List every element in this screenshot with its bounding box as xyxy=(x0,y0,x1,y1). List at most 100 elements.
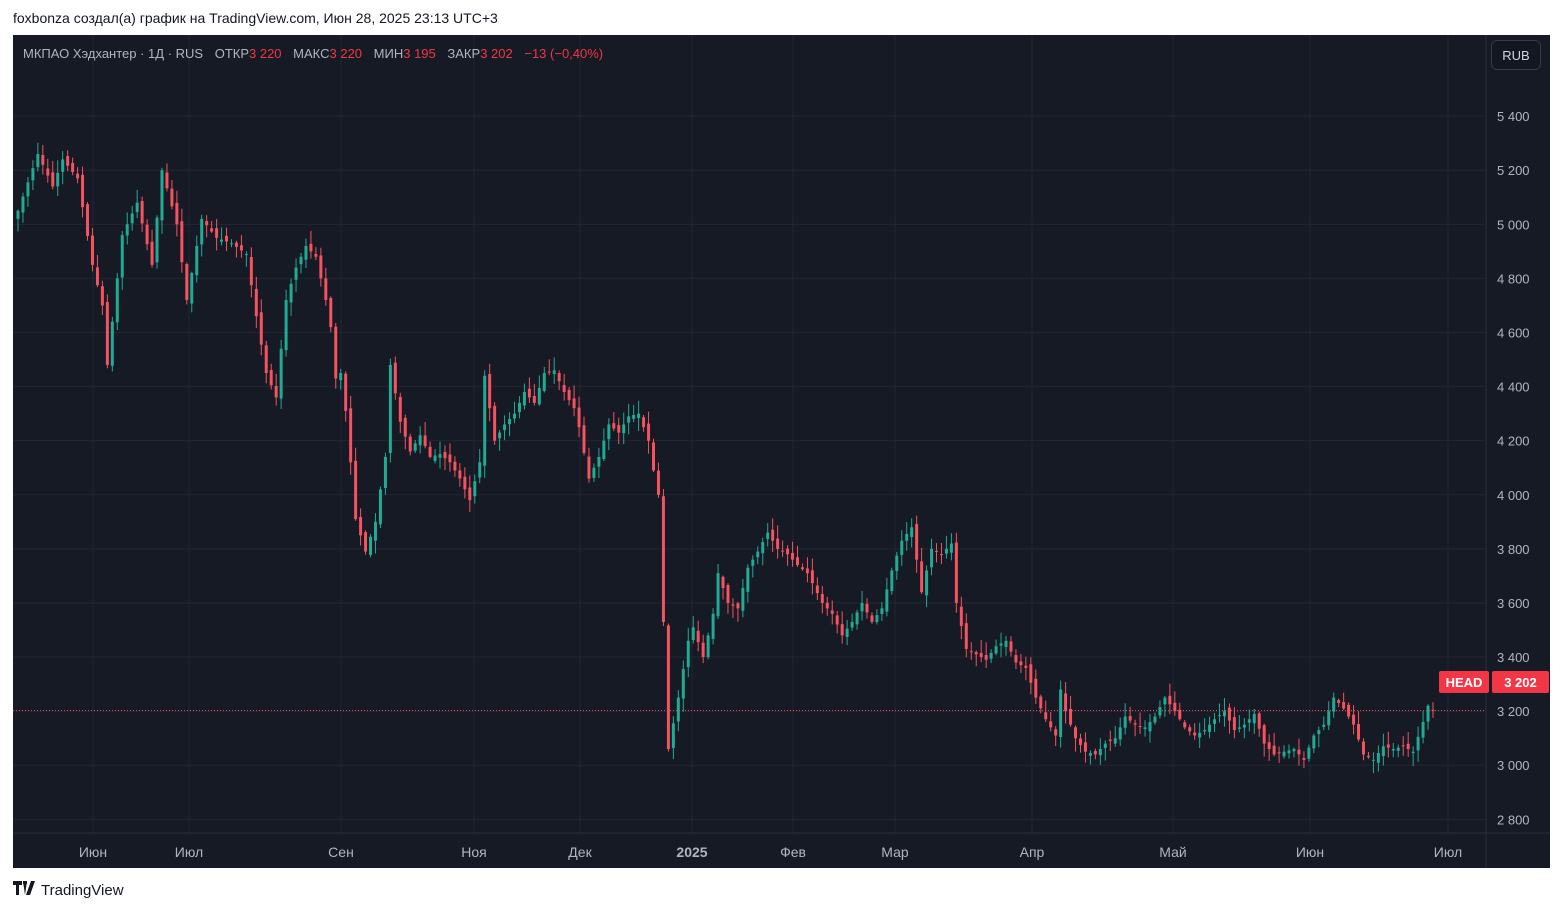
candle-body[interactable] xyxy=(314,253,318,257)
candle-body[interactable] xyxy=(860,602,864,612)
candle-body[interactable] xyxy=(1198,732,1202,738)
candle-body[interactable] xyxy=(155,217,159,263)
candle-body[interactable] xyxy=(1148,721,1152,732)
candle-body[interactable] xyxy=(642,417,646,428)
candle-body[interactable] xyxy=(552,370,556,375)
candle-body[interactable] xyxy=(1044,712,1048,720)
candle-body[interactable] xyxy=(215,228,219,238)
candle-body[interactable] xyxy=(503,424,507,431)
candle-body[interactable] xyxy=(656,470,660,495)
candle-body[interactable] xyxy=(671,723,675,748)
symbol-name[interactable]: МКПАО Хэдхантер · 1Д · RUS xyxy=(23,46,204,61)
candle-body[interactable] xyxy=(1411,751,1415,754)
candle-body[interactable] xyxy=(1312,735,1316,749)
candle-body[interactable] xyxy=(468,487,472,501)
candle-body[interactable] xyxy=(279,348,283,399)
candle-body[interactable] xyxy=(1168,695,1172,705)
candle-body[interactable] xyxy=(513,413,516,419)
candle-body[interactable] xyxy=(890,570,894,592)
candle-body[interactable] xyxy=(681,669,685,699)
candle-body[interactable] xyxy=(994,646,998,654)
candle-body[interactable] xyxy=(120,235,124,278)
candle-body[interactable] xyxy=(939,554,943,556)
candle-body[interactable] xyxy=(1178,709,1182,720)
candle-body[interactable] xyxy=(408,436,412,452)
candle-body[interactable] xyxy=(1213,719,1217,724)
candle-body[interactable] xyxy=(1009,641,1013,652)
candle-body[interactable] xyxy=(517,402,521,413)
candle-body[interactable] xyxy=(602,440,606,460)
candle-body[interactable] xyxy=(815,585,819,594)
candle-body[interactable] xyxy=(622,424,626,434)
candle-body[interactable] xyxy=(205,221,209,226)
candle-body[interactable] xyxy=(329,298,333,328)
candle-body[interactable] xyxy=(870,615,874,622)
candle-body[interactable] xyxy=(627,416,631,423)
candle-body[interactable] xyxy=(935,550,938,552)
candle-body[interactable] xyxy=(959,606,963,626)
candle-body[interactable] xyxy=(731,604,735,606)
candle-body[interactable] xyxy=(1049,721,1053,728)
candle-body[interactable] xyxy=(741,588,745,611)
candle-body[interactable] xyxy=(1396,747,1400,751)
candle-body[interactable] xyxy=(756,551,760,558)
candle-body[interactable] xyxy=(969,651,973,653)
candle-body[interactable] xyxy=(259,312,263,345)
candle-body[interactable] xyxy=(1059,689,1063,738)
candle-body[interactable] xyxy=(1297,749,1301,755)
candle-body[interactable] xyxy=(1098,749,1102,756)
candle-body[interactable] xyxy=(1039,696,1043,709)
candle-body[interactable] xyxy=(776,538,780,549)
candle-body[interactable] xyxy=(269,369,273,386)
candle-body[interactable] xyxy=(666,625,670,749)
candle-body[interactable] xyxy=(999,643,1003,646)
candle-body[interactable] xyxy=(1272,745,1276,755)
candle-body[interactable] xyxy=(637,413,641,419)
candle-body[interactable] xyxy=(443,452,447,459)
candle-body[interactable] xyxy=(359,516,363,536)
candle-body[interactable] xyxy=(31,168,35,181)
candle-body[interactable] xyxy=(1401,745,1405,747)
candle-body[interactable] xyxy=(835,615,839,625)
candle-body[interactable] xyxy=(1024,665,1028,668)
candle-body[interactable] xyxy=(910,527,914,538)
candle-body[interactable] xyxy=(1431,709,1435,711)
candle-body[interactable] xyxy=(1242,724,1246,728)
candle-body[interactable] xyxy=(95,267,99,286)
candle-body[interactable] xyxy=(1416,736,1420,751)
candle-body[interactable] xyxy=(170,188,174,207)
candle-body[interactable] xyxy=(865,603,869,613)
candle-body[interactable] xyxy=(925,570,929,596)
candle-body[interactable] xyxy=(617,425,621,433)
candle-body[interactable] xyxy=(498,432,502,439)
candle-body[interactable] xyxy=(1123,716,1127,728)
candle-body[interactable] xyxy=(1386,744,1390,748)
candle-body[interactable] xyxy=(21,196,25,213)
candle-body[interactable] xyxy=(1054,729,1058,736)
candle-body[interactable] xyxy=(234,242,238,247)
candle-body[interactable] xyxy=(1074,727,1078,739)
candle-body[interactable] xyxy=(1034,678,1038,698)
candle-body[interactable] xyxy=(716,573,720,617)
candle-body[interactable] xyxy=(746,567,750,592)
candle-body[interactable] xyxy=(1108,739,1112,741)
candle-body[interactable] xyxy=(51,172,55,187)
candle-body[interactable] xyxy=(1317,730,1321,735)
candle-body[interactable] xyxy=(949,543,953,553)
candle-body[interactable] xyxy=(527,388,531,398)
candle-body[interactable] xyxy=(354,460,358,520)
candle-body[interactable] xyxy=(944,548,948,554)
candle-body[interactable] xyxy=(1163,697,1167,705)
candle-body[interactable] xyxy=(900,540,904,555)
candle-body[interactable] xyxy=(493,405,497,441)
candle-body[interactable] xyxy=(1158,707,1162,716)
candle-body[interactable] xyxy=(1173,702,1177,712)
candle-body[interactable] xyxy=(810,570,814,584)
candle-body[interactable] xyxy=(1287,750,1291,754)
candle-body[interactable] xyxy=(979,653,983,658)
candle-body[interactable] xyxy=(572,398,576,409)
candle-body[interactable] xyxy=(90,235,94,265)
candle-body[interactable] xyxy=(398,396,402,422)
candle-body[interactable] xyxy=(56,172,60,187)
candle-body[interactable] xyxy=(691,627,695,640)
